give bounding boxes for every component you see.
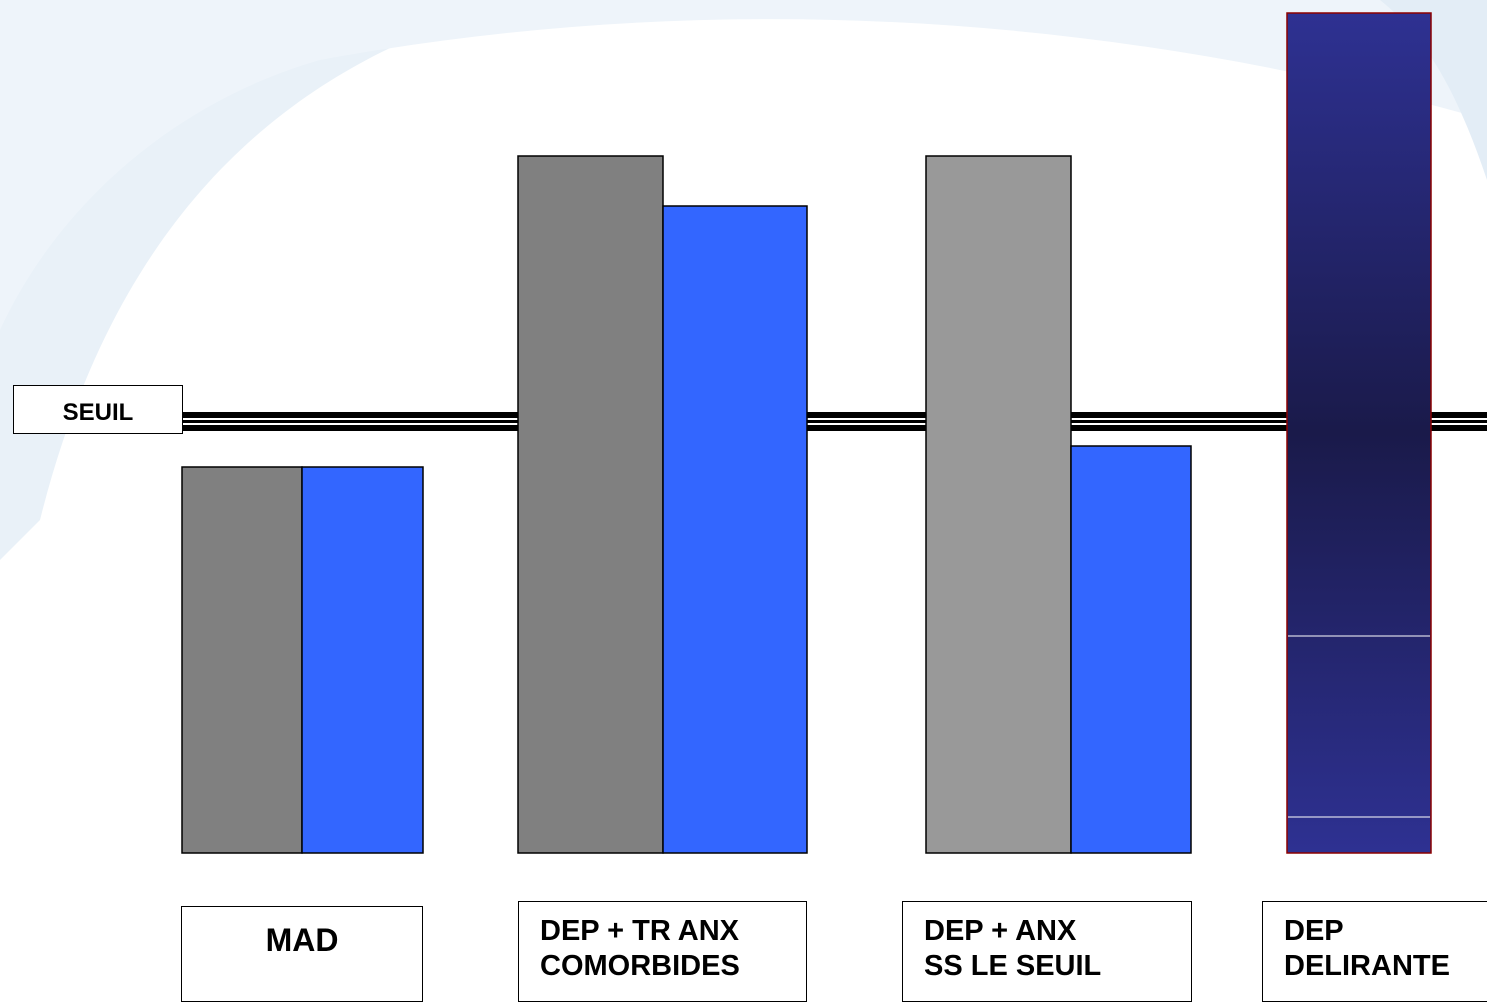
threshold-label-text: SEUIL <box>62 399 134 426</box>
category-label-line: DEP + ANX <box>924 915 1077 947</box>
bars <box>181 12 1432 854</box>
bar-mad-2 <box>301 466 424 854</box>
category-label-mad: MAD <box>181 906 423 1002</box>
bar-dep-tr-anx-2 <box>662 205 808 854</box>
category-label-line: DELIRANTE <box>1284 950 1450 982</box>
category-label-dep-delirante: DEP DELIRANTE <box>1262 901 1487 1002</box>
bar-mad-1 <box>181 466 303 854</box>
category-label-line: COMORBIDES <box>540 950 740 982</box>
category-label-line: DEP + TR ANX <box>540 915 740 947</box>
category-label-dep-anx: DEP + ANX SS LE SEUIL <box>902 901 1192 1002</box>
category-label-dep-tr-anx: DEP + TR ANX COMORBIDES <box>518 901 807 1002</box>
category-label-line: SS LE SEUIL <box>924 950 1102 982</box>
threshold-line <box>180 412 1487 431</box>
bar-dep-tr-anx-1 <box>517 155 664 854</box>
category-label-line: DEP <box>1284 915 1344 947</box>
bar-dep-anx-2 <box>1070 445 1192 854</box>
bar-dep-delirante-1 <box>1286 12 1432 854</box>
threshold-label: SEUIL <box>13 385 183 434</box>
category-label-line: MAD <box>265 922 339 958</box>
bar-dep-anx-1 <box>925 155 1072 854</box>
